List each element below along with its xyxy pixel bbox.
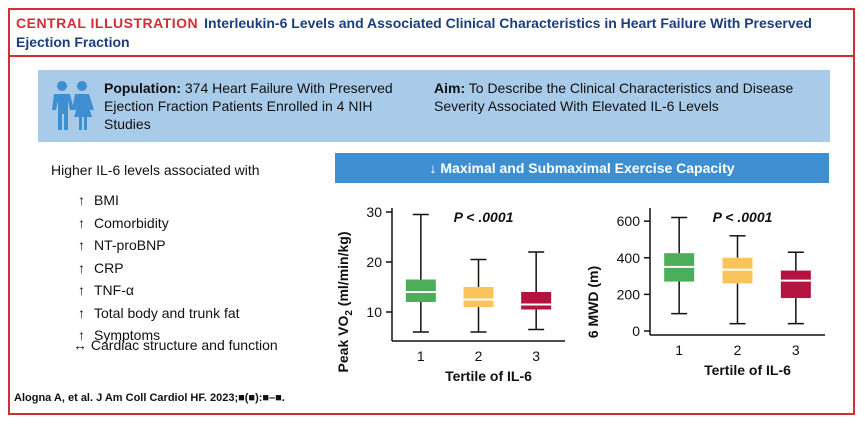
box-tertile-2 bbox=[463, 287, 494, 307]
box-tertile-3 bbox=[521, 292, 552, 310]
aim-label: Aim: bbox=[434, 80, 466, 96]
population-text: Population: 374 Heart Failure With Prese… bbox=[104, 79, 404, 133]
box-tertile-3 bbox=[780, 270, 811, 299]
people-icon bbox=[52, 81, 94, 130]
up-arrow-icon: ↑ bbox=[78, 237, 85, 253]
associations-header: Higher IL-6 levels associated with bbox=[51, 162, 260, 178]
associations-list: ↑ BMI ↑ Comorbidity ↑ NT-proBNP ↑ CRP ↑ TNF-α… bbox=[78, 189, 240, 347]
population-description: 374 Heart Failure With Preserved Ejectio… bbox=[104, 80, 393, 132]
x-axis-label: Tertile of IL-6 bbox=[704, 362, 791, 378]
y-tick-label: 200 bbox=[617, 286, 641, 302]
association-item: ↑ BMI bbox=[78, 189, 240, 212]
x-axis-label: Tertile of IL-6 bbox=[445, 368, 532, 384]
title-divider bbox=[10, 55, 853, 57]
y-tick-label: 20 bbox=[366, 254, 382, 270]
association-item: ↑ Symptoms bbox=[78, 324, 240, 347]
x-tick-label: 1 bbox=[675, 342, 683, 358]
illustration-title-text: Interleukin-6 Levels and Associated Clin… bbox=[16, 15, 812, 50]
y-tick-label: 0 bbox=[632, 323, 640, 339]
up-arrow-icon: ↑ bbox=[78, 304, 85, 321]
association-item: ↑ CRP bbox=[78, 257, 240, 280]
y-tick-label: 30 bbox=[366, 204, 382, 220]
illustration-title: CENTRAL ILLUSTRATION Interleukin-6 Levels… bbox=[16, 14, 846, 52]
x-tick-label: 3 bbox=[532, 348, 540, 364]
p-value-annotation: P < .0001 bbox=[454, 209, 514, 225]
association-item: ↑ NT-proBNP bbox=[78, 234, 240, 257]
y-tick-label: 10 bbox=[366, 304, 382, 320]
x-tick-label: 2 bbox=[734, 342, 742, 358]
y-tick-label: 400 bbox=[617, 250, 641, 266]
y-tick-label: 600 bbox=[617, 213, 641, 229]
aim-description: To Describe the Clinical Characteristics… bbox=[434, 80, 794, 114]
up-arrow-icon: ↑ bbox=[78, 192, 85, 208]
association-item: ↑ Total body and trunk fat bbox=[78, 302, 240, 325]
association-item: ↑ TNF-α bbox=[78, 279, 240, 302]
central-illustration-label: CENTRAL ILLUSTRATION bbox=[16, 15, 199, 31]
association-item-neutral: ↔ Cardiac structure and function bbox=[73, 337, 278, 353]
p-value-annotation: P < .0001 bbox=[713, 209, 773, 225]
association-item: ↑ Comorbidity bbox=[78, 212, 240, 235]
up-arrow-icon: ↑ bbox=[78, 327, 85, 343]
population-label: Population: bbox=[104, 80, 181, 96]
y-axis-label: Peak VO2 (ml/min/kg) bbox=[335, 232, 355, 373]
illustration-frame bbox=[8, 8, 855, 415]
up-arrow-icon: ↑ bbox=[78, 282, 85, 298]
box-tertile-1 bbox=[405, 279, 436, 302]
aim-text: Aim: To Describe the Clinical Characteri… bbox=[434, 79, 794, 115]
exercise-capacity-banner: ↓ Maximal and Submaximal Exercise Capaci… bbox=[335, 153, 829, 183]
citation: Alogna A, et al. J Am Coll Cardiol HF. 2… bbox=[14, 392, 285, 404]
up-arrow-icon: ↑ bbox=[78, 214, 85, 231]
x-tick-label: 3 bbox=[792, 342, 800, 358]
population-aim-panel bbox=[38, 70, 830, 142]
x-tick-label: 1 bbox=[417, 348, 425, 364]
y-axis-label: 6 MWD (m) bbox=[585, 266, 601, 338]
x-tick-label: 2 bbox=[475, 348, 483, 364]
left-right-arrow-icon: ↔ bbox=[73, 337, 87, 353]
up-arrow-icon: ↑ bbox=[78, 259, 85, 276]
